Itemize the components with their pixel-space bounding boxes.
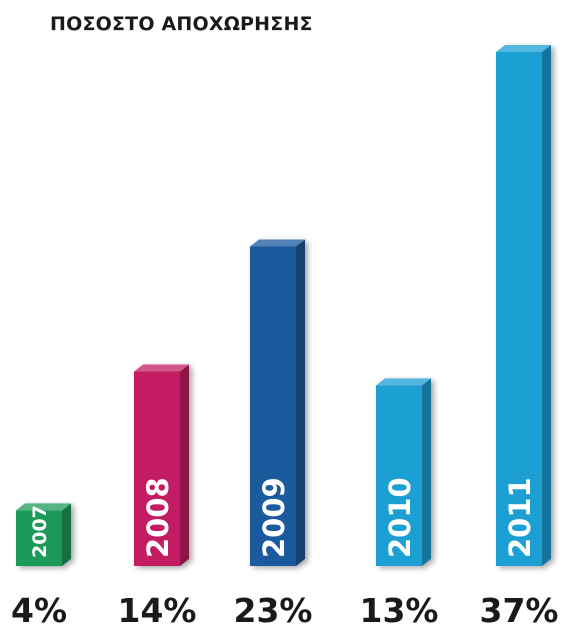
bar-top-2011 <box>496 45 551 52</box>
bar-top-2008 <box>134 364 189 372</box>
bar-side-2011 <box>542 45 551 566</box>
bar-top-2007 <box>16 503 71 511</box>
bar-2009 <box>250 239 305 566</box>
bar-2007 <box>16 503 71 566</box>
value-label-2010: 13% <box>360 591 439 630</box>
year-label-2011: 2011 <box>503 477 537 558</box>
value-label-2011: 37% <box>480 591 559 630</box>
bar-2011 <box>496 45 551 566</box>
bar-front-2009 <box>250 246 296 566</box>
bar-front-2008 <box>134 371 180 566</box>
value-labels-group: 4% 14% 23% 13% 37% <box>11 591 559 630</box>
year-label-2007: 2007 <box>29 505 51 558</box>
bar-front-2011 <box>496 52 542 566</box>
bar-side-2009 <box>296 239 305 566</box>
bar-front-2007 <box>16 510 62 566</box>
bar-2010 <box>376 378 431 566</box>
year-label-2010: 2010 <box>383 477 417 558</box>
bar-2008 <box>134 364 189 566</box>
year-label-2008: 2008 <box>141 477 175 558</box>
value-label-2009: 23% <box>234 591 313 630</box>
year-label-2009: 2009 <box>257 477 291 558</box>
bar-front-2010 <box>376 385 422 566</box>
value-label-2008: 14% <box>118 591 197 630</box>
chart-title: ΠΟΣΟΣΤΟ ΑΠΟΧΩΡΗΣΗΣ <box>50 13 313 35</box>
bars-group: 2007 2008 2009 2010 2011 <box>16 45 551 566</box>
bar-side-2008 <box>180 364 189 566</box>
bar-top-2009 <box>250 239 305 247</box>
bar-side-2007 <box>62 503 71 566</box>
bar-side-2010 <box>422 378 431 566</box>
bar-top-2010 <box>376 378 431 386</box>
value-label-2007: 4% <box>11 591 67 630</box>
